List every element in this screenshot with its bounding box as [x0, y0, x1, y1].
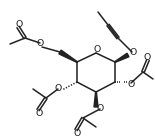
Text: O: O [96, 104, 104, 112]
Text: O: O [36, 39, 44, 48]
Text: O: O [15, 19, 23, 28]
Text: O: O [93, 44, 101, 54]
Text: O: O [73, 128, 81, 137]
Polygon shape [115, 53, 129, 62]
Text: O: O [129, 48, 137, 56]
Text: O: O [35, 109, 43, 117]
Text: O: O [127, 80, 135, 89]
Text: O: O [54, 84, 62, 92]
Polygon shape [59, 50, 77, 62]
Text: O: O [143, 53, 151, 61]
Polygon shape [94, 92, 98, 107]
